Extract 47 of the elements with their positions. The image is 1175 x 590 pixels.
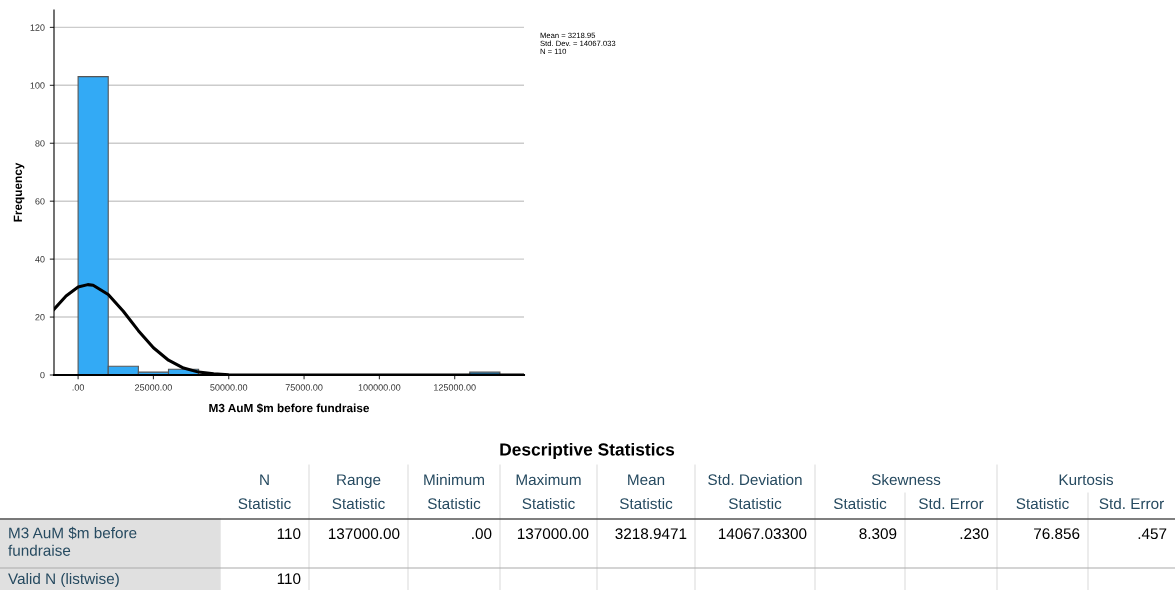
text: 3218.9471 bbox=[615, 528, 687, 540]
y-axis-title: Frequency bbox=[13, 162, 25, 222]
y-tick-label: 100 bbox=[30, 82, 45, 89]
text: 137000.00 bbox=[328, 528, 400, 540]
text: Mean bbox=[628, 474, 665, 486]
text: Statistic bbox=[427, 497, 481, 510]
text: Minimum bbox=[424, 473, 484, 486]
x-tick-label: 50000.00 bbox=[210, 384, 248, 391]
text: 76.856 bbox=[1034, 528, 1080, 540]
y-tick-label: 20 bbox=[35, 314, 45, 321]
text: Range bbox=[337, 474, 381, 489]
text: M3 AuM $m before fundraise bbox=[8, 526, 137, 556]
text: N bbox=[260, 474, 269, 485]
text: Skewness bbox=[871, 473, 941, 486]
text: Std. Error bbox=[919, 497, 984, 510]
text: .457 bbox=[1138, 528, 1167, 540]
text: Valid N (listwise) bbox=[8, 572, 119, 588]
text: Statistic bbox=[522, 497, 575, 510]
x-axis-title: M3 AuM $m before fundraise bbox=[209, 403, 370, 413]
x-tick-label: 25000.00 bbox=[135, 384, 172, 391]
x-tick-label: .00 bbox=[72, 384, 85, 391]
x-tick-label: 75000.00 bbox=[285, 384, 323, 391]
y-tick-label: 120 bbox=[30, 24, 45, 31]
y-tick-label: 60 bbox=[35, 198, 45, 205]
x-tick-label: 100000.00 bbox=[358, 384, 401, 391]
text: Maximum bbox=[516, 473, 581, 486]
text: Std. Error bbox=[1099, 497, 1164, 510]
text: Statistic bbox=[619, 497, 673, 510]
text: .230 bbox=[960, 528, 989, 540]
text: 110 bbox=[277, 573, 301, 585]
text: Std. Deviation bbox=[708, 473, 802, 486]
text: Statistic bbox=[728, 497, 782, 510]
x-tick-label: 125000.00 bbox=[434, 384, 476, 391]
text: .00 bbox=[472, 528, 492, 540]
text: 8.309 bbox=[859, 528, 897, 540]
text: Descriptive Statistics bbox=[500, 442, 675, 460]
text: 137000.00 bbox=[517, 528, 589, 540]
text: Kurtosis bbox=[1059, 473, 1114, 486]
y-tick-label: 80 bbox=[35, 140, 45, 147]
text: Statistic bbox=[238, 497, 291, 510]
y-tick-label: 40 bbox=[35, 256, 45, 263]
text: 110 bbox=[277, 528, 301, 540]
y-tick-label: 0 bbox=[40, 371, 45, 379]
text: Statistic bbox=[833, 497, 887, 510]
text: Statistic bbox=[332, 497, 385, 510]
text: Statistic bbox=[1016, 497, 1069, 510]
text: 14067.03300 bbox=[718, 528, 807, 540]
